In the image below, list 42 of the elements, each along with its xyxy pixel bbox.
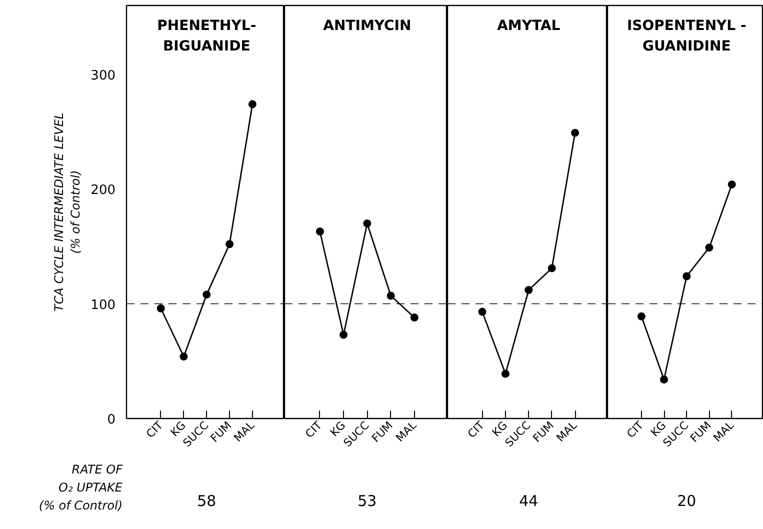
point	[548, 264, 556, 272]
point	[478, 308, 486, 316]
point	[340, 330, 348, 339]
point	[316, 228, 324, 236]
text: PHENETHYL- BIGUANIDE	[157, 18, 256, 55]
point	[705, 244, 714, 252]
point	[156, 304, 165, 312]
text: 44	[519, 492, 538, 510]
point	[501, 370, 510, 378]
text: ANTIMYCIN	[323, 18, 412, 34]
x-tick-label: CIT	[624, 418, 646, 441]
y-tick-label: 100	[90, 298, 116, 313]
point	[180, 352, 188, 361]
text: AMYTAL	[497, 18, 560, 34]
point	[386, 292, 395, 300]
point	[660, 376, 668, 384]
point	[682, 272, 691, 280]
text: 20	[677, 492, 696, 510]
text: ISOPENTENYL - GUANIDINE	[626, 18, 746, 55]
point	[728, 180, 736, 188]
x-tick-label: CIT	[144, 418, 166, 441]
y-tick-label: 300	[90, 68, 116, 84]
x-tick-label: MAL	[554, 418, 580, 444]
point	[226, 240, 234, 248]
point	[363, 219, 372, 228]
y-axis-title: TCA CYCLE INTERMEDIATE LEVEL (% of Control)	[52, 112, 83, 312]
text: 58	[197, 492, 216, 510]
y-tick-label: 200	[90, 183, 116, 198]
point	[571, 128, 580, 137]
x-tick-label: MAL	[710, 418, 738, 444]
x-tick-label: CIT	[302, 418, 325, 441]
x-tick-label: MAL	[231, 418, 258, 444]
x-tick-label: CIT	[465, 418, 488, 441]
point	[524, 286, 533, 294]
x-tick-label: MAL	[393, 418, 420, 444]
y-tick-label: 0	[107, 412, 116, 428]
point	[202, 290, 211, 299]
point	[410, 314, 418, 322]
point	[637, 312, 646, 320]
text: 53	[358, 492, 377, 510]
point	[248, 100, 256, 108]
text: RATE OF O₂ UPTAKE (% of Control)	[38, 462, 124, 513]
